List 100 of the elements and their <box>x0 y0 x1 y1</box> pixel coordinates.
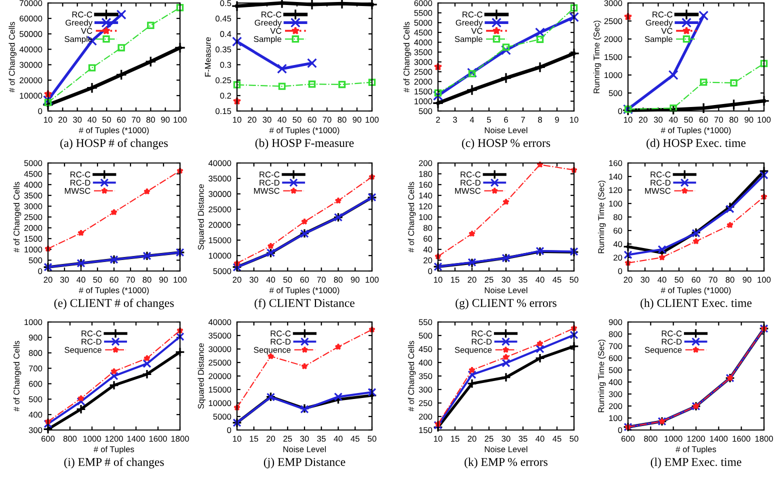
y-tick-label: 700 <box>608 343 622 350</box>
x-tick-label: 30 <box>73 116 82 123</box>
y-tick-label: 300 <box>608 391 622 398</box>
x-tick-label: 15 <box>451 276 460 283</box>
x-axis-title: Noise Level <box>283 446 326 452</box>
y-tick-label: 30000 <box>20 62 42 68</box>
y-tick-label: 400 <box>418 360 432 366</box>
legend-label: RC-D <box>260 180 280 186</box>
y-tick-label: 30000 <box>208 346 232 352</box>
x-tick-label: 35 <box>518 276 528 283</box>
legend-label: RC-C <box>460 172 481 178</box>
y-tick-label: 500 <box>28 396 42 402</box>
x-tick-label: 15 <box>250 436 258 442</box>
x-axis-title: # of Tuples <box>94 446 134 454</box>
x-tick-label: 40 <box>668 116 678 123</box>
y-tick-label: 60 <box>614 228 622 234</box>
x-tick-label: 70 <box>714 116 723 123</box>
x-tick-label: 1200 <box>687 436 705 442</box>
y-tick-label: 2500 <box>414 68 432 75</box>
legend-label: VC <box>661 28 672 34</box>
x-tick-label: 20 <box>232 276 242 283</box>
y-tick-label: 900 <box>608 319 622 326</box>
y-tick-label: 300 <box>418 386 432 393</box>
x-axis-title: Noise Level <box>484 446 528 452</box>
legend-label: Greedy <box>254 20 282 28</box>
x-tick-label: 25 <box>484 276 494 283</box>
x-tick-label: 30 <box>262 116 272 123</box>
text: (j) EMP Distance <box>264 458 346 468</box>
x-tick-label: 9 <box>555 116 559 123</box>
x-tick-label: 1800 <box>755 436 773 442</box>
x-tick-label: 1000 <box>83 436 101 442</box>
x-tick-label: 100 <box>174 276 187 283</box>
x-tick-label: 60 <box>699 116 708 123</box>
legend-label: Sequence <box>644 346 682 354</box>
x-tick-label: 10 <box>570 116 578 123</box>
y-axis-title: # of Changed Cells <box>408 182 416 252</box>
x-tick-label: 8 <box>538 116 542 123</box>
y-axis-title: Running Time (Sec) <box>593 20 602 94</box>
x-tick-label: 100 <box>174 116 187 123</box>
y-tick-label: 0 <box>428 268 432 274</box>
x-tick-label: 20 <box>248 116 256 123</box>
y-tick-label: 20000 <box>208 222 232 228</box>
x-tick-label: 50 <box>674 276 684 283</box>
x-tick-label: 10 <box>624 116 632 123</box>
y-tick-label: 1500 <box>24 236 42 242</box>
y-tick-label: 500 <box>608 367 622 374</box>
x-tick-label: 1200 <box>105 436 123 442</box>
y-tick-label: 70000 <box>20 0 42 6</box>
y-tick-label: 0.3 <box>220 62 232 68</box>
x-axis-title: # of Tuples (*1000) <box>269 287 340 295</box>
y-axis-title: # of Changed Cells <box>13 340 22 412</box>
x-tick-label: 7 <box>521 116 525 123</box>
x-tick-label: 800 <box>63 436 77 442</box>
legend-label: Greedy <box>646 20 673 28</box>
y-tick-label: 20000 <box>208 373 232 380</box>
y-axis-title: # of Changed Cells <box>8 22 16 92</box>
x-tick-label: 10 <box>434 436 442 442</box>
y-tick-label: 3000 <box>604 0 622 6</box>
y-tick-label: 450 <box>418 346 432 352</box>
x-tick-label: 25 <box>283 436 292 442</box>
legend-label: RC-D <box>650 180 670 186</box>
y-tick-label: 3000 <box>414 59 432 66</box>
y-axis-title: Squared Distance <box>198 343 206 409</box>
y-tick-label: 500 <box>28 257 42 264</box>
x-tick-label: 35 <box>317 436 326 442</box>
x-tick-label: 10 <box>44 116 52 123</box>
y-axis-title: # of Changed Cells <box>403 22 412 92</box>
x-tick-label: 20 <box>266 436 276 442</box>
x-tick-label: 30 <box>60 276 69 283</box>
y-tick-label: 800 <box>608 331 622 338</box>
x-tick-label: 40 <box>76 276 86 283</box>
x-tick-label: 40 <box>334 436 343 442</box>
y-tick-label: 10000 <box>208 252 232 259</box>
x-tick-label: 90 <box>161 116 170 123</box>
y-tick-label: 2500 <box>24 214 42 220</box>
y-tick-label: 25000 <box>208 206 232 212</box>
x-tick-label: 50 <box>368 436 376 442</box>
y-tick-label: 120 <box>419 203 432 210</box>
x-tick-label: 1600 <box>732 436 750 442</box>
legend-label: Sample <box>644 36 672 44</box>
y-tick-label: 4000 <box>24 182 42 188</box>
y-tick-label: 0 <box>38 108 42 114</box>
legend-label: MWSC <box>254 188 280 194</box>
x-tick-label: 40 <box>536 436 544 442</box>
y-tick-label: 1500 <box>604 54 622 60</box>
legend-label: RC-C <box>462 12 482 18</box>
x-tick-label: 100 <box>366 276 379 283</box>
x-tick-label: 10 <box>233 436 242 442</box>
y-tick-label: 0.35 <box>216 46 232 52</box>
legend-label: RC-C <box>262 12 282 18</box>
x-tick-label: 50 <box>93 276 102 283</box>
x-tick-label: 50 <box>570 436 578 442</box>
x-tick-label: 50 <box>570 276 578 283</box>
y-tick-label: 700 <box>28 365 42 372</box>
y-tick-label: 15000 <box>208 386 232 393</box>
text: (d) HOSP Exec. time <box>646 138 746 150</box>
y-tick-label: 50000 <box>20 31 42 37</box>
legend-label: MWSC <box>455 188 481 194</box>
y-tick-label: 0 <box>618 268 622 274</box>
x-tick-label: 100 <box>366 116 379 123</box>
